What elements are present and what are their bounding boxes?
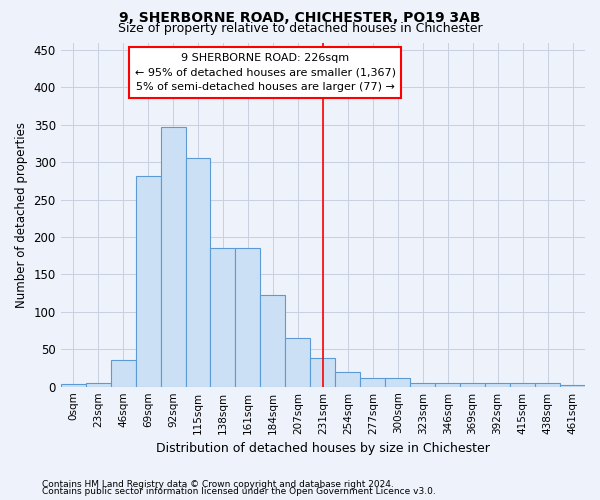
Text: Size of property relative to detached houses in Chichester: Size of property relative to detached ho…	[118, 22, 482, 35]
Bar	[211, 248, 235, 386]
Bar	[185, 158, 211, 386]
Bar	[385, 378, 410, 386]
Bar	[310, 358, 335, 386]
Bar	[485, 383, 510, 386]
Bar	[286, 338, 310, 386]
Bar	[235, 248, 260, 386]
Bar	[410, 383, 435, 386]
Bar	[360, 378, 385, 386]
Bar	[335, 372, 360, 386]
Text: 9, SHERBORNE ROAD, CHICHESTER, PO19 3AB: 9, SHERBORNE ROAD, CHICHESTER, PO19 3AB	[119, 11, 481, 25]
Bar	[136, 176, 161, 386]
Bar	[435, 383, 460, 386]
Y-axis label: Number of detached properties: Number of detached properties	[15, 122, 28, 308]
X-axis label: Distribution of detached houses by size in Chichester: Distribution of detached houses by size …	[156, 442, 490, 455]
Text: Contains public sector information licensed under the Open Government Licence v3: Contains public sector information licen…	[42, 488, 436, 496]
Bar	[161, 127, 185, 386]
Bar	[86, 383, 110, 386]
Bar	[560, 385, 585, 386]
Text: Contains HM Land Registry data © Crown copyright and database right 2024.: Contains HM Land Registry data © Crown c…	[42, 480, 394, 489]
Bar	[460, 383, 485, 386]
Bar	[510, 383, 535, 386]
Bar	[61, 384, 86, 386]
Text: 9 SHERBORNE ROAD: 226sqm
← 95% of detached houses are smaller (1,367)
5% of semi: 9 SHERBORNE ROAD: 226sqm ← 95% of detach…	[134, 53, 395, 92]
Bar	[535, 383, 560, 386]
Bar	[110, 360, 136, 386]
Bar	[260, 294, 286, 386]
